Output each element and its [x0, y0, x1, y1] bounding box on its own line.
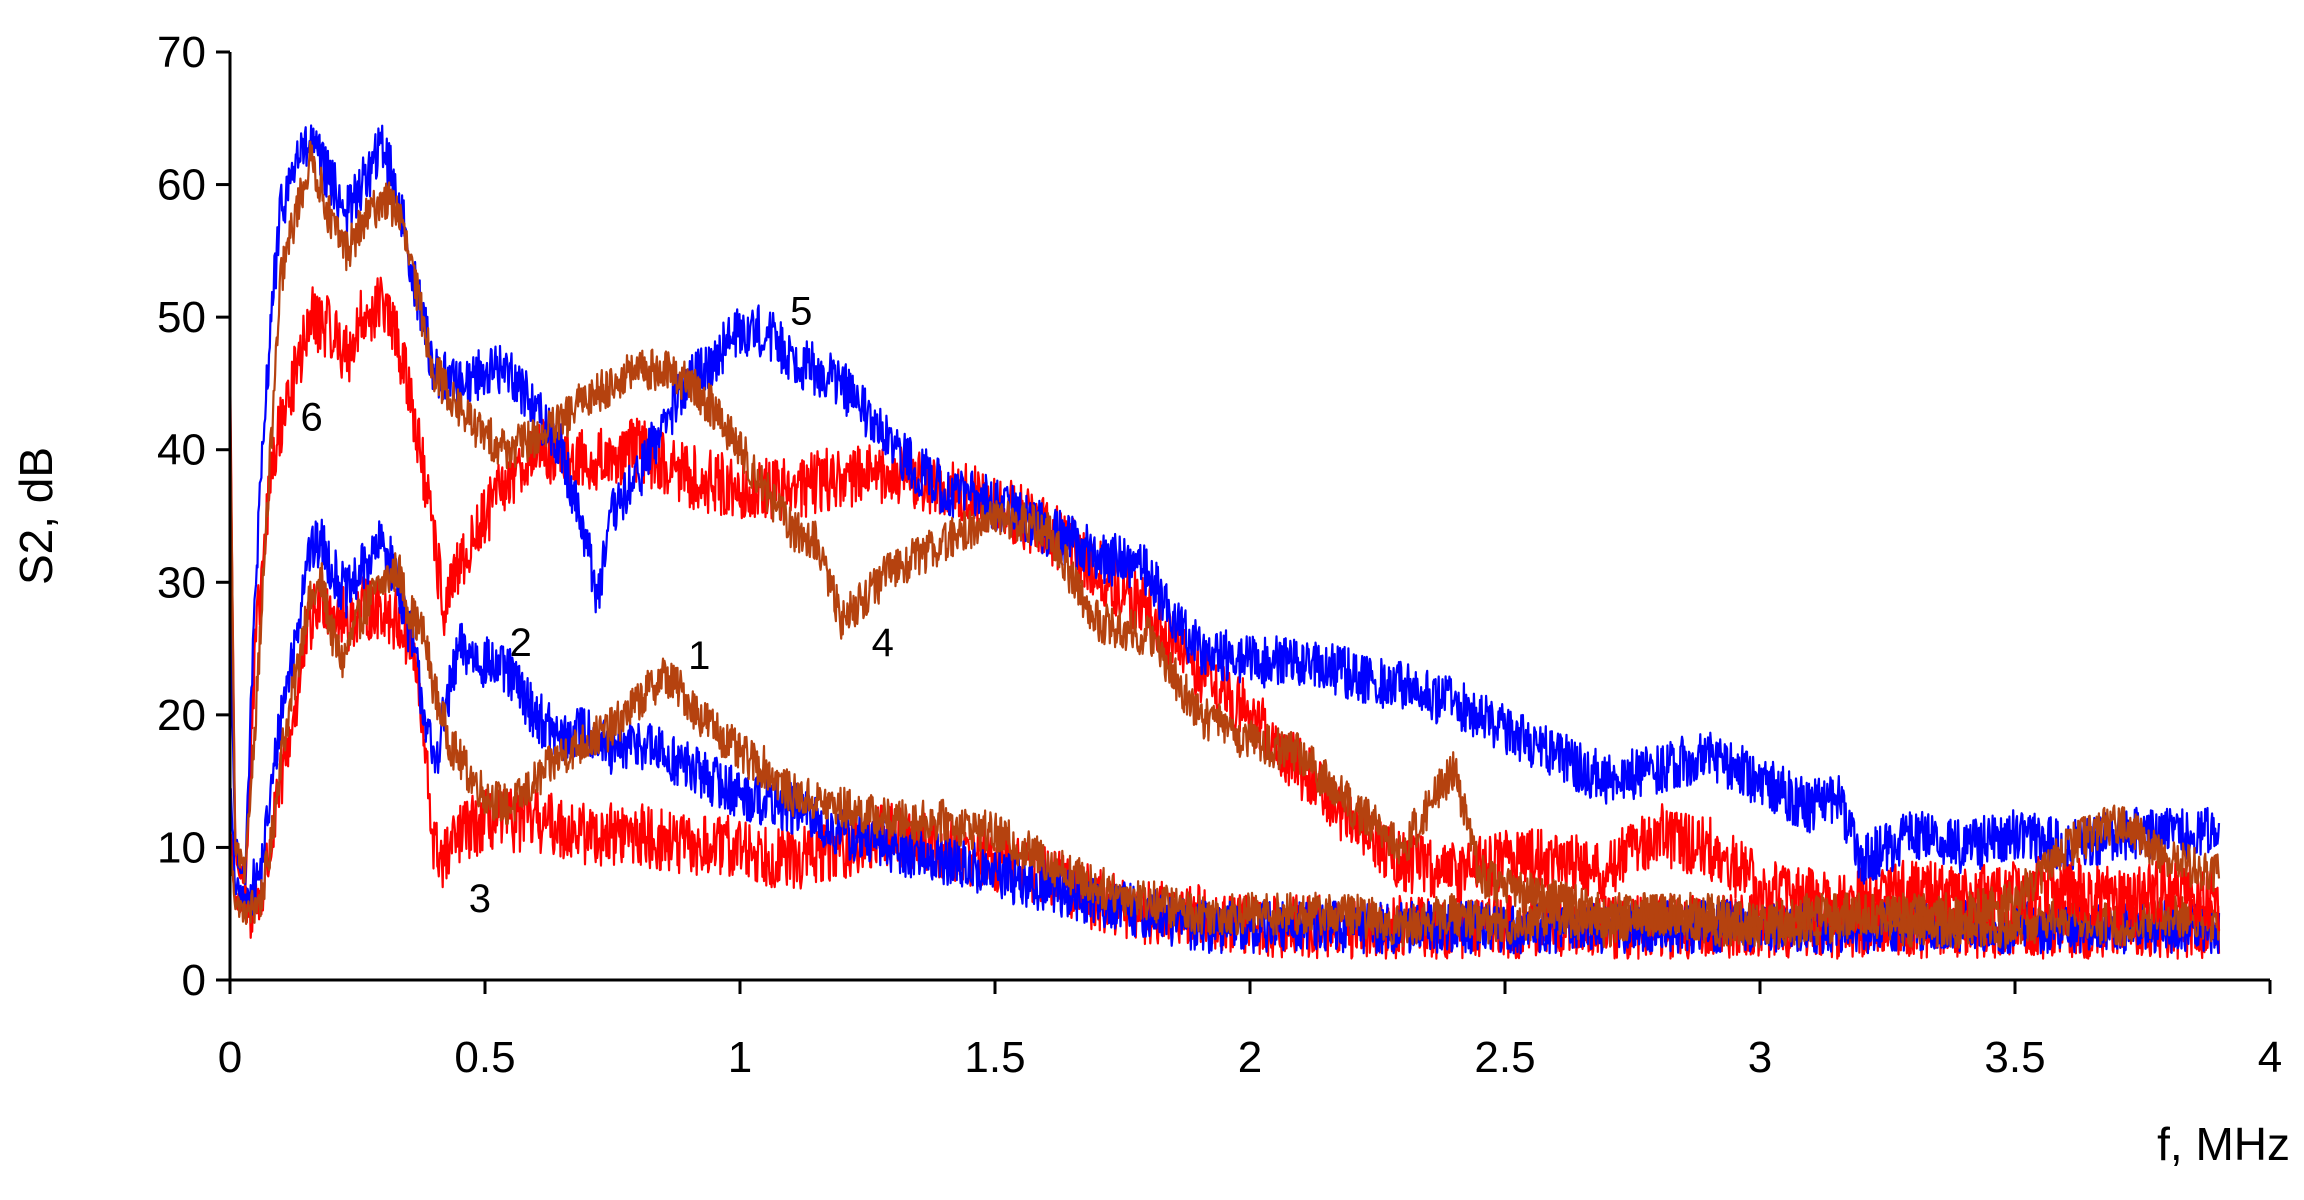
y-tick-label: 20	[157, 691, 206, 740]
curve-label-4: 4	[872, 621, 894, 665]
x-axis-title: f, MHz	[2157, 1118, 2290, 1170]
x-tick-label: 1	[728, 1033, 752, 1082]
y-tick-label: 10	[157, 823, 206, 872]
series-line-5	[228, 124, 2221, 886]
x-tick-label: 0	[218, 1033, 242, 1082]
y-tick-label: 30	[157, 558, 206, 607]
x-tick-label: 0.5	[454, 1033, 515, 1082]
curve-label-2: 2	[510, 621, 532, 665]
curve-label-6: 6	[300, 396, 322, 440]
curve-labels-layer: 1 2 3 4 5 6	[300, 290, 893, 921]
ticks-layer: 0 10 20 30 40 50 60 70 0 0.5 1 1.5 2 2.5 3 3.5 4	[157, 28, 2282, 1082]
curve-label-5: 5	[790, 290, 812, 334]
series-line-3	[228, 568, 2221, 960]
x-tick-label: 3.5	[1984, 1033, 2045, 1082]
y-axis-title: S2, dB	[10, 447, 62, 585]
x-tick-label: 2.5	[1474, 1033, 1535, 1082]
x-tick-label: 3	[1748, 1033, 1772, 1082]
y-tick-label: 70	[157, 28, 206, 77]
y-tick-label: 40	[157, 426, 206, 475]
x-tick-label: 1.5	[964, 1033, 1025, 1082]
x-tick-label: 2	[1238, 1033, 1262, 1082]
series-layer	[228, 124, 2221, 960]
curve-label-1: 1	[688, 634, 710, 678]
y-tick-label: 50	[157, 293, 206, 342]
y-tick-label: 60	[157, 161, 206, 210]
x-tick-label: 4	[2258, 1033, 2282, 1082]
series-line-4	[228, 140, 2221, 949]
y-tick-label: 0	[182, 956, 206, 1005]
curve-label-3: 3	[469, 877, 491, 921]
